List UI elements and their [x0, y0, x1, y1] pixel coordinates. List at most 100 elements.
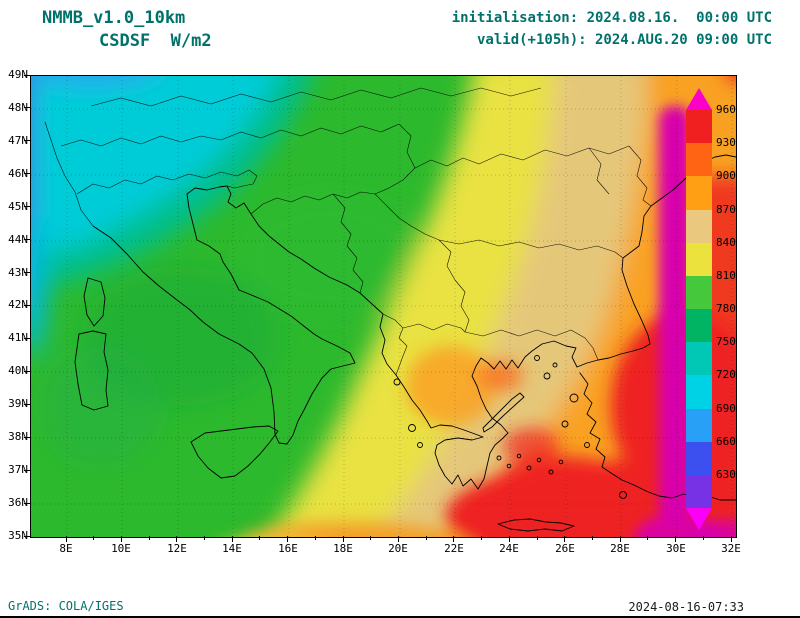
- country-borders-group: [44, 87, 652, 376]
- lon-tick: [508, 536, 510, 542]
- creation-timestamp: 2024-08-16-07:33: [628, 600, 744, 614]
- lon-tick: [564, 536, 566, 542]
- colorbar-label: 720: [716, 368, 736, 381]
- colorbar-segment: [686, 143, 712, 177]
- colorbar-cap-bottom: [686, 508, 712, 531]
- lat-tick: [24, 370, 30, 372]
- lon-label: 24E: [499, 542, 519, 555]
- colorbar-segment: [686, 375, 712, 409]
- lat-label: 35N: [8, 529, 28, 542]
- lon-label: 8E: [59, 542, 73, 555]
- map-plot-area: [30, 75, 737, 538]
- lon-minor-tick: [647, 536, 649, 540]
- colorbar-label: 840: [716, 236, 736, 249]
- lat-tick: [24, 403, 30, 405]
- colorbar-label: 900: [716, 169, 736, 182]
- lon-minor-tick: [204, 536, 206, 540]
- lon-tick: [120, 536, 122, 542]
- lon-tick: [287, 536, 289, 542]
- initialisation-time: initialisation: 2024.08.16. 00:00 UTC: [451, 10, 772, 26]
- field-blobs-group: [31, 76, 736, 537]
- lon-minor-tick: [259, 536, 261, 540]
- colorbar-label: 870: [716, 203, 736, 216]
- graticule-group: [31, 76, 736, 537]
- lon-minor-tick: [148, 536, 150, 540]
- lon-tick: [342, 536, 344, 542]
- lon-minor-tick: [481, 536, 483, 540]
- lat-label: 46N: [8, 167, 28, 180]
- lat-tick: [24, 140, 30, 142]
- lat-tick: [24, 337, 30, 339]
- colorbar-segment: [686, 342, 712, 376]
- lat-label: 42N: [8, 298, 28, 311]
- lon-label: 28E: [610, 542, 630, 555]
- lat-label: 44N: [8, 233, 28, 246]
- bottom-rule: [0, 616, 800, 618]
- lat-label: 45N: [8, 200, 28, 213]
- grads-credit: GrADS: COLA/IGES: [8, 599, 124, 613]
- model-title: NMMB_v1.0_10km: [42, 8, 186, 28]
- lat-label: 47N: [8, 134, 28, 147]
- lon-label: 14E: [222, 542, 242, 555]
- colorbar-label: 930: [716, 136, 736, 149]
- lon-tick: [619, 536, 621, 542]
- colorbar-label: 960: [716, 103, 736, 116]
- lon-minor-tick: [591, 536, 593, 540]
- lat-tick: [24, 305, 30, 306]
- lat-label: 43N: [8, 266, 28, 279]
- colorbar-label: 660: [716, 435, 736, 448]
- lon-tick: [675, 536, 677, 542]
- lon-tick: [398, 536, 399, 542]
- lon-label: 22E: [444, 542, 464, 555]
- lat-label: 36N: [8, 496, 28, 509]
- colorbar-cap-top: [686, 88, 712, 110]
- lat-tick: [24, 272, 30, 274]
- lat-tick: [24, 535, 30, 537]
- colorbar-segment: [686, 110, 712, 144]
- colorbar-segment: [686, 441, 712, 475]
- colorbar-segment: [686, 242, 712, 276]
- colorbar-segment: [686, 176, 712, 210]
- lat-label: 39N: [8, 397, 28, 410]
- lat-tick: [24, 206, 30, 208]
- colorbar-segment: [686, 209, 712, 243]
- lat-tick: [24, 502, 30, 504]
- lat-tick: [24, 74, 30, 76]
- lat-tick: [24, 107, 30, 109]
- lon-label: 10E: [111, 542, 131, 555]
- variable-title: CSDSF W/m2: [99, 31, 212, 51]
- colorbar: [686, 88, 712, 531]
- lon-label: 30E: [666, 542, 686, 555]
- valid-time: valid(+105h): 2024.AUG.20 09:00 UTC: [476, 32, 772, 48]
- lat-label: 38N: [8, 430, 28, 443]
- colorbar-segment: [686, 474, 712, 509]
- colorbar-segment: [686, 408, 712, 442]
- colorbar-segment: [686, 309, 712, 343]
- lat-tick: [24, 173, 30, 175]
- lat-label: 40N: [8, 364, 28, 377]
- lat-tick: [24, 239, 30, 241]
- map-field-svg: [31, 76, 736, 537]
- colorbar-label: 690: [716, 402, 736, 415]
- lat-label: 48N: [8, 101, 28, 114]
- lon-minor-tick: [425, 536, 427, 540]
- lon-tick: [231, 536, 233, 542]
- lon-tick: [176, 536, 178, 542]
- colorbar-label: 810: [716, 269, 736, 282]
- lon-minor-tick: [370, 536, 372, 540]
- lon-tick: [453, 536, 455, 542]
- lon-minor-tick: [702, 536, 704, 540]
- lon-label: 20E: [388, 542, 408, 555]
- lon-label: 12E: [167, 542, 187, 555]
- lat-label: 37N: [8, 463, 28, 476]
- lon-minor-tick: [536, 536, 538, 540]
- lat-label: 49N: [8, 68, 28, 81]
- colorbar-label: 780: [716, 302, 736, 315]
- lon-minor-tick: [314, 536, 316, 540]
- lat-tick: [24, 469, 30, 471]
- colorbar-label: 750: [716, 335, 736, 348]
- lon-label: 26E: [555, 542, 575, 555]
- lon-tick: [65, 536, 67, 542]
- lon-tick: [730, 536, 732, 542]
